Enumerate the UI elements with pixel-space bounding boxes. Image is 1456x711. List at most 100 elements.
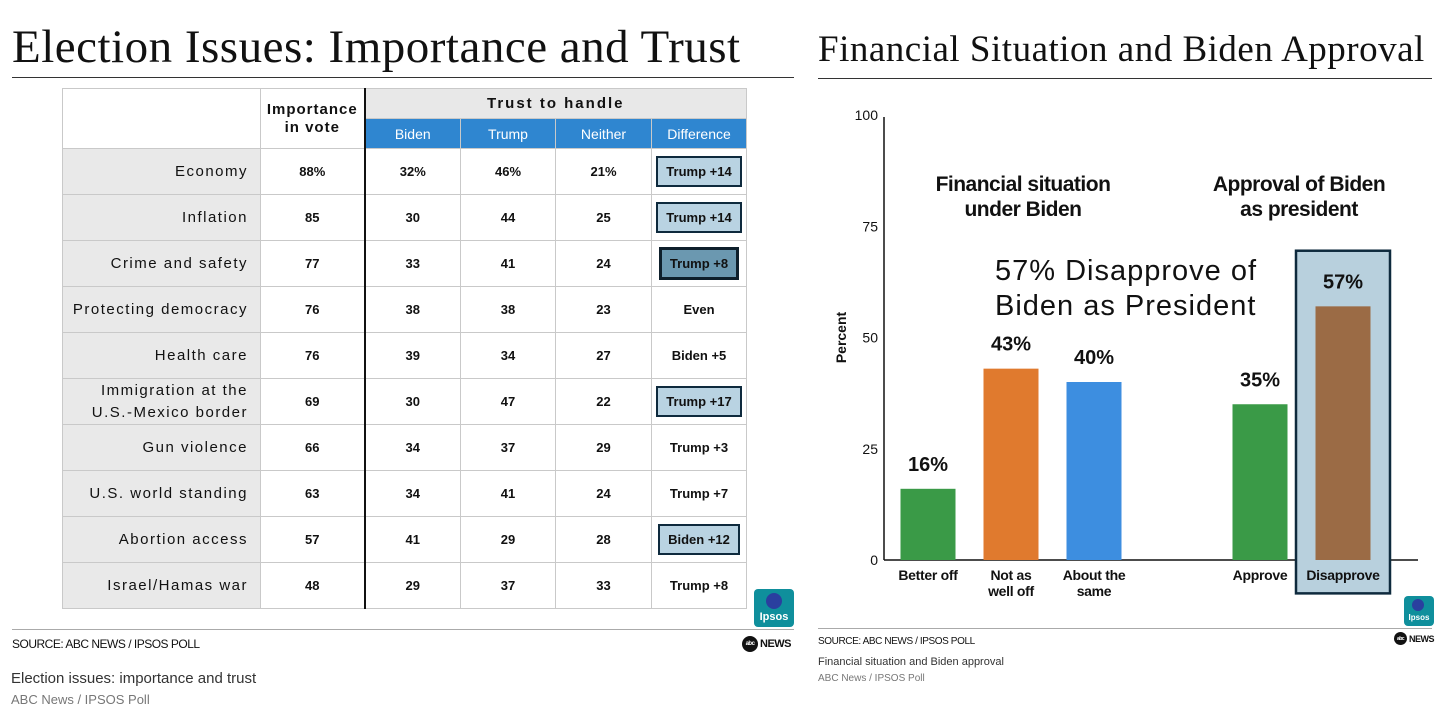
- difference-value: Trump +14: [656, 156, 742, 187]
- difference-cell: Trump +14: [651, 194, 747, 241]
- x-category-label: Approve: [1233, 567, 1288, 583]
- biden-trust-value: 32%: [363, 148, 461, 195]
- biden-trust-value: 33: [363, 240, 461, 287]
- table-row: Inflation 85 30 44 25 Trump +14: [62, 194, 747, 241]
- neither-trust-value: 25: [555, 194, 652, 241]
- y-tick-label: 100: [855, 107, 879, 123]
- left-source-rule: [12, 629, 794, 630]
- abc-logo-right-icon: abc: [1394, 632, 1407, 645]
- table-row: Crime and safety 77 33 41 24 Trump +8: [62, 240, 747, 287]
- y-tick-label: 50: [862, 330, 878, 346]
- difference-value: Trump +3: [669, 440, 729, 455]
- trump-trust-value: 41: [460, 470, 556, 517]
- annotation-line: Biden as President: [995, 290, 1256, 322]
- biden-trust-value: 34: [363, 470, 461, 517]
- ipsos-logo-text: Ipsos: [759, 611, 789, 623]
- neither-trust-value: 29: [555, 424, 652, 471]
- right-title-rule: [818, 78, 1432, 79]
- issue-label: Gun violence: [62, 424, 261, 471]
- abc-news-logo-text: NEWS: [760, 638, 792, 650]
- neither-trust-value: 24: [555, 470, 652, 517]
- trump-trust-value: 37: [460, 424, 556, 471]
- importance-value: 48: [260, 562, 365, 609]
- difference-value: Biden +5: [671, 348, 727, 363]
- ipsos-ring-icon-right: [1412, 599, 1424, 611]
- importance-value: 77: [260, 240, 365, 287]
- biden-trust-value: 29: [363, 562, 461, 609]
- trump-trust-value: 37: [460, 562, 556, 609]
- abc-news-logo: abc NEWS: [742, 636, 792, 652]
- importance-value: 85: [260, 194, 365, 241]
- issue-label: Crime and safety: [62, 240, 261, 287]
- column-header-biden: Biden: [363, 118, 461, 149]
- x-category-label: Disapprove: [1306, 567, 1380, 583]
- issue-label: Health care: [62, 332, 261, 379]
- right-caption: Financial situation and Biden approval: [818, 656, 1004, 668]
- difference-cell: Biden +5: [651, 332, 747, 379]
- abc-news-logo-right-text: NEWS: [1409, 633, 1435, 644]
- neither-trust-value: 27: [555, 332, 652, 379]
- neither-trust-value: 22: [555, 378, 652, 425]
- x-category-label-line: About the: [1063, 567, 1126, 583]
- bar: [983, 368, 1039, 560]
- table-row: Protecting democracy 76 38 38 23 Even: [62, 286, 747, 333]
- column-header-difference: Difference: [651, 118, 747, 149]
- left-subcaption: ABC News / IPSOS Poll: [11, 692, 150, 707]
- difference-cell: Trump +7: [651, 470, 747, 517]
- left-source: SOURCE: ABC NEWS / IPSOS POLL: [12, 637, 200, 651]
- group-title-line: as president: [1240, 198, 1358, 221]
- importance-value: 76: [260, 286, 365, 333]
- importance-header: Importance in vote: [260, 88, 365, 149]
- difference-value: Even: [683, 302, 715, 317]
- issue-label: Abortion access: [62, 516, 261, 563]
- column-header-neither: Neither: [555, 118, 652, 149]
- biden-trust-value: 39: [363, 332, 461, 379]
- financial-approval-bar-chart: 0 25 50 75 100 Percent 16% Better off 43% Not as w…: [833, 107, 1418, 599]
- ipsos-ring-icon: [766, 593, 782, 609]
- issue-label: Protecting democracy: [62, 286, 261, 333]
- bar: [1066, 382, 1122, 560]
- right-source-rule: [818, 628, 1432, 629]
- table-row: Gun violence 66 34 37 29 Trump +3: [62, 424, 747, 471]
- issue-label: U.S. world standing: [62, 470, 261, 517]
- x-category-label: Better off: [898, 567, 958, 583]
- x-category-label-line: Approve: [1233, 567, 1288, 583]
- abc-logo-icon: abc: [742, 636, 758, 652]
- issue-label: Inflation: [62, 194, 261, 241]
- difference-value: Trump +7: [669, 486, 729, 501]
- bar-value-label: 43%: [991, 334, 1031, 356]
- importance-value: 76: [260, 332, 365, 379]
- right-chart-title: Financial Situation and Biden Approval: [818, 29, 1425, 70]
- biden-trust-value: 30: [363, 194, 461, 241]
- bar: [1232, 404, 1288, 560]
- importance-value: 66: [260, 424, 365, 471]
- neither-trust-value: 28: [555, 516, 652, 563]
- issue-label: Economy: [62, 148, 261, 195]
- x-category-label-line: same: [1077, 583, 1112, 599]
- difference-value: Trump +14: [656, 202, 742, 233]
- trust-header: Trust to handle: [363, 88, 747, 119]
- issue-label: Immigration at the U.S.-Mexico border: [62, 378, 261, 425]
- neither-trust-value: 33: [555, 562, 652, 609]
- ipsos-logo-right-text: Ipsos: [1408, 613, 1430, 622]
- trump-trust-value: 38: [460, 286, 556, 333]
- ipsos-logo: Ipsos: [754, 589, 794, 627]
- disapprove-annotation: 57% Disapprove of Biden as President: [995, 255, 1257, 322]
- group-title: Financial situation under Biden: [936, 173, 1111, 221]
- x-category-label-line: well off: [987, 583, 1034, 599]
- y-tick-label: 0: [870, 552, 878, 568]
- group-title-line: Financial situation: [936, 173, 1111, 196]
- difference-value: Trump +8: [658, 247, 740, 280]
- importance-value: 63: [260, 470, 365, 517]
- difference-cell: Trump +8: [651, 562, 747, 609]
- y-tick-label: 75: [862, 218, 878, 234]
- difference-value: Trump +8: [669, 578, 729, 593]
- difference-cell: Trump +14: [651, 148, 747, 195]
- difference-cell: Trump +17: [651, 378, 747, 425]
- trump-trust-value: 41: [460, 240, 556, 287]
- difference-value: Trump +17: [656, 386, 742, 417]
- table-row: Israel/Hamas war 48 29 37 33 Trump +8: [62, 562, 747, 609]
- biden-trust-value: 34: [363, 424, 461, 471]
- group-title-line: Approval of Biden: [1213, 173, 1385, 196]
- neither-trust-value: 23: [555, 286, 652, 333]
